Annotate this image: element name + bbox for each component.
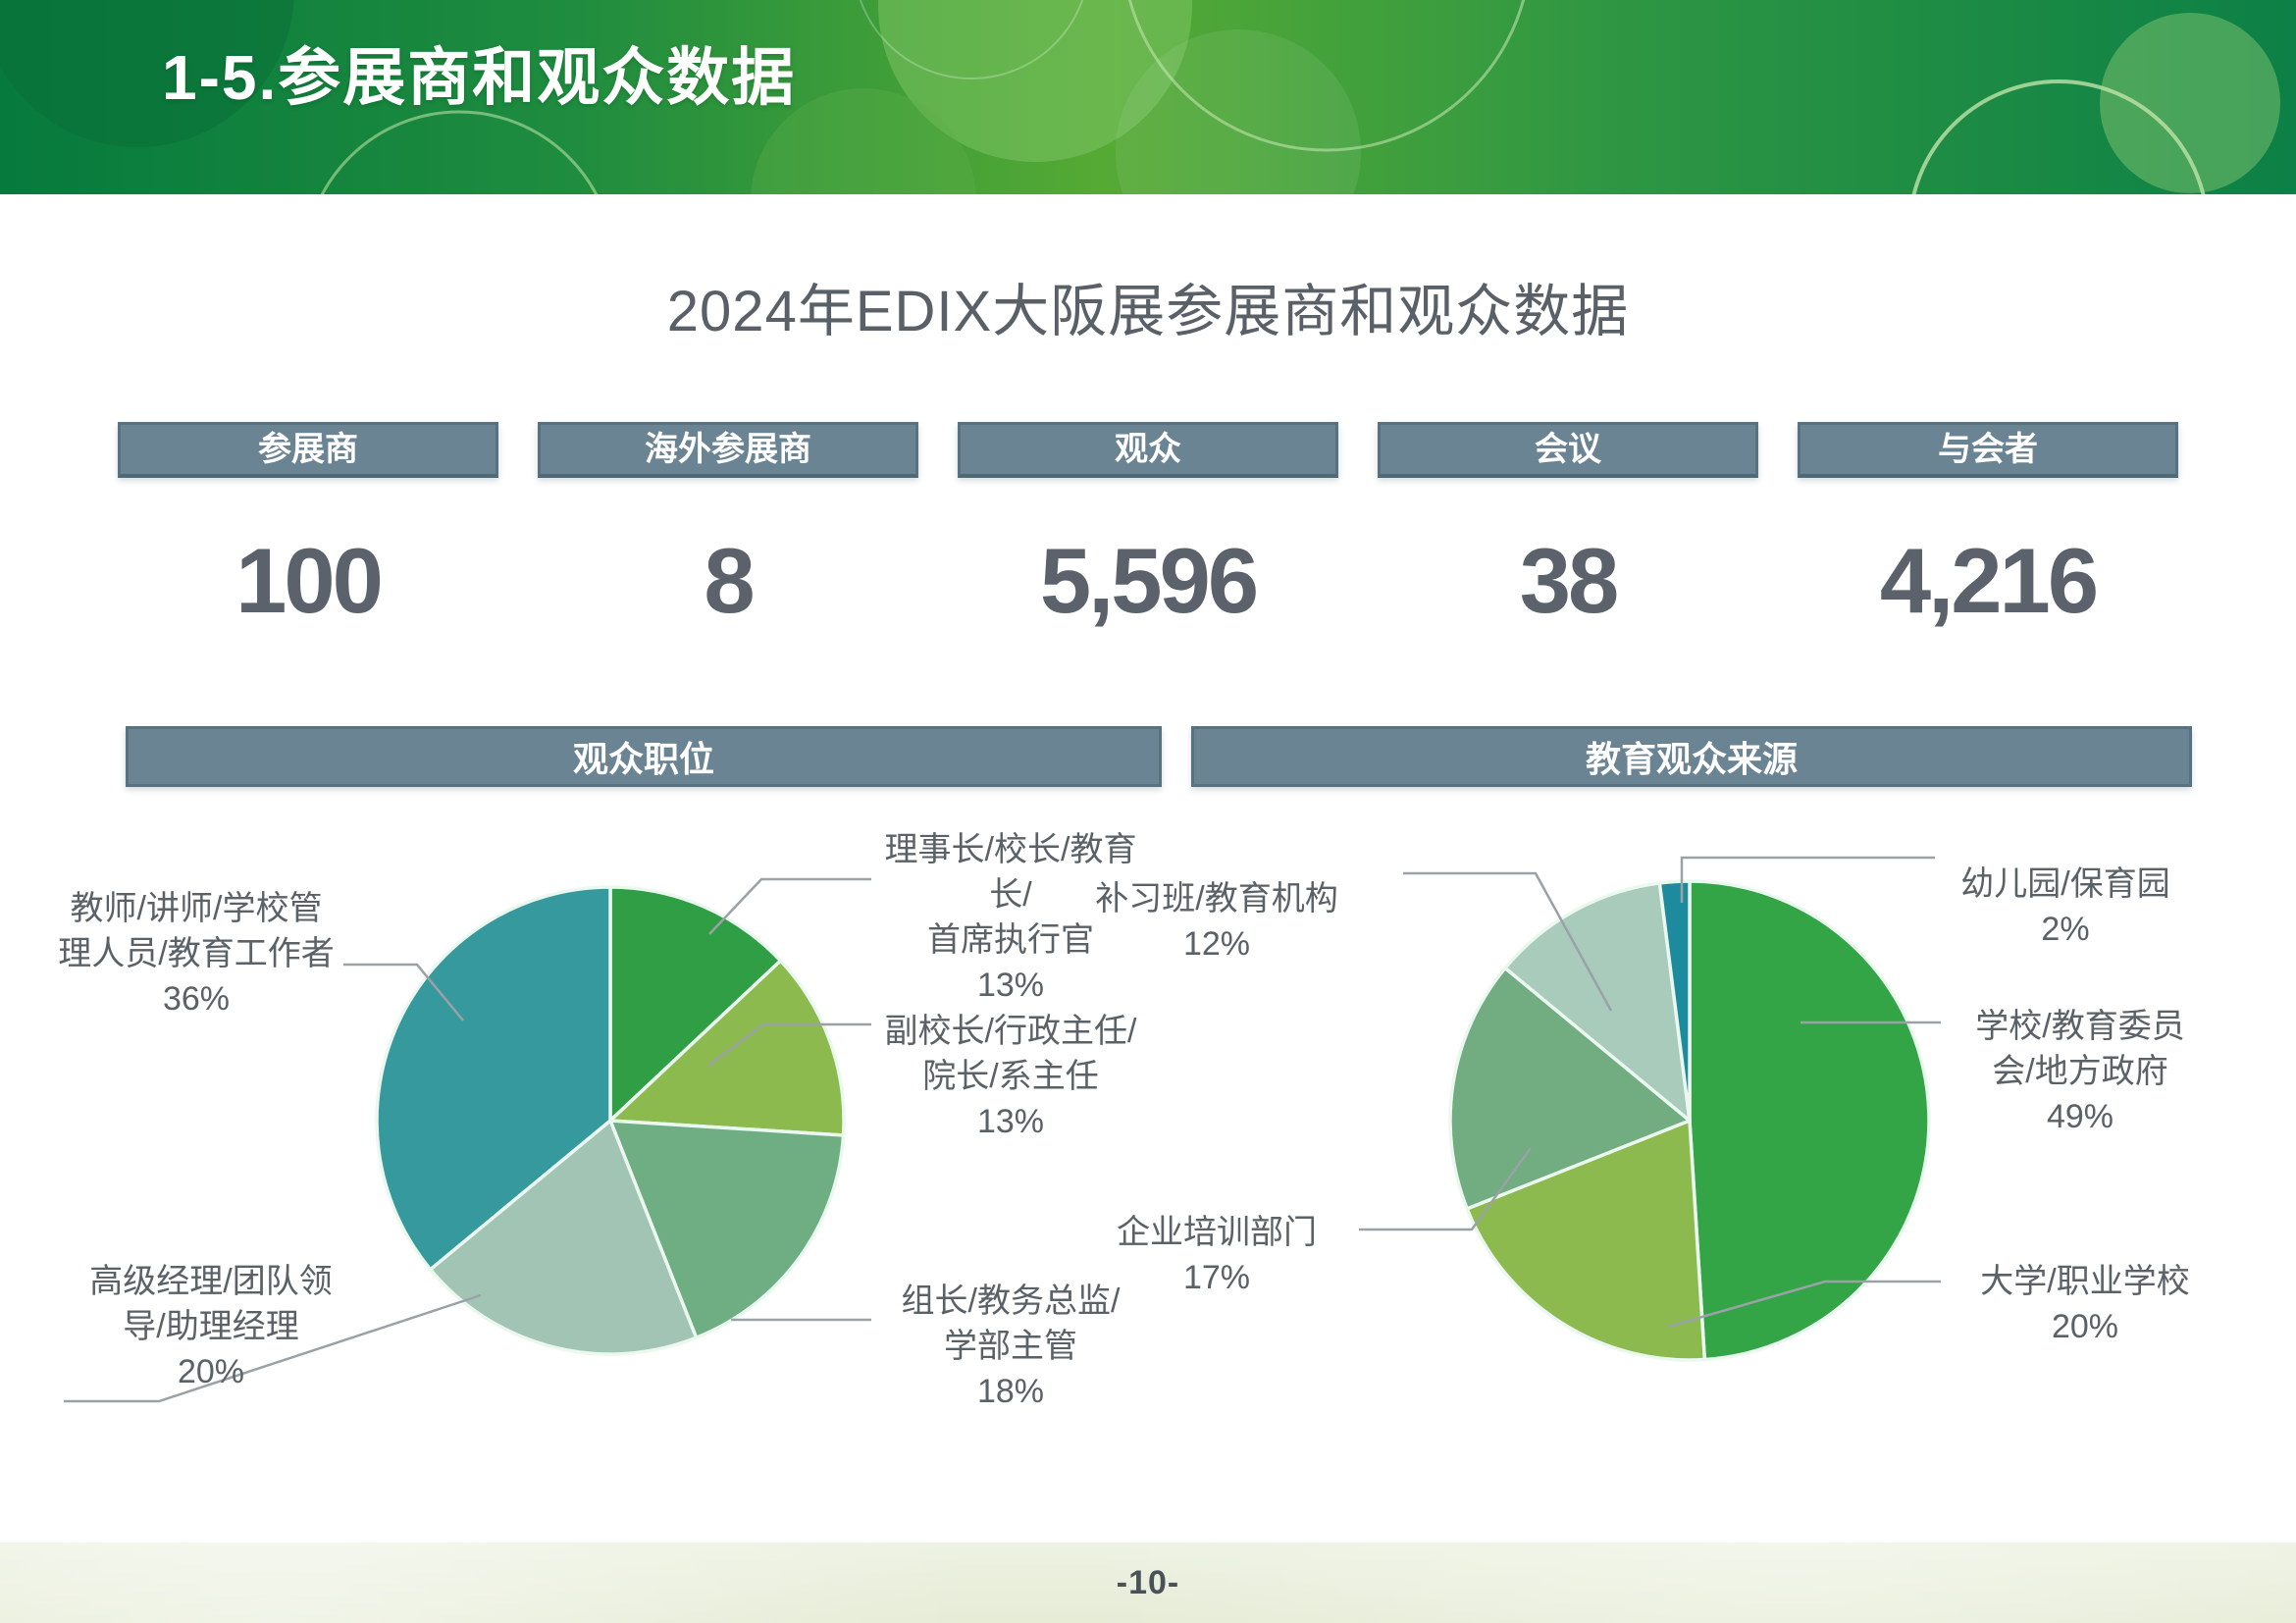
pie-slice xyxy=(608,885,783,1123)
stat-label-exhibitors: 参展商 xyxy=(118,422,498,478)
pie-slice xyxy=(1503,881,1692,1123)
leader-line xyxy=(1680,856,1935,903)
pie-slice xyxy=(1657,879,1692,1123)
pie-label-university-vocational: 大学/职业学校 20% xyxy=(1980,1263,2190,1345)
slide-header: 1-5.参展商和观众数据 xyxy=(0,0,2296,194)
header-decoration xyxy=(0,0,2280,194)
leader-line xyxy=(343,963,464,1021)
stat-visitors: 观众 5,596 xyxy=(958,422,1338,627)
slide-header-title: 1-5.参展商和观众数据 xyxy=(162,42,797,113)
pie-slice xyxy=(1465,1119,1707,1362)
bokeh-circle-icon xyxy=(878,0,1192,162)
page-number: -10- xyxy=(1116,1564,1180,1601)
stat-value-visitors: 5,596 xyxy=(1039,529,1259,632)
ring-circle-icon xyxy=(1911,79,2206,194)
pie-slice xyxy=(428,1119,699,1356)
pie-label-senior-manager: 高级经理/团队领 导/助理经理 20% xyxy=(89,1263,333,1390)
slide-footer: -10- xyxy=(0,1543,2296,1623)
stat-label-conferences: 会议 xyxy=(1378,422,1758,478)
bokeh-circle-icon xyxy=(751,88,976,194)
stat-attendees: 与会者 4,216 xyxy=(1798,422,2178,627)
pie-slice xyxy=(1448,966,1692,1211)
bokeh-circle-icon xyxy=(1116,29,1361,194)
pie-slice xyxy=(375,885,612,1272)
stat-value-conferences: 38 xyxy=(1519,529,1620,632)
section-bar-visitor-positions: 观众职位 xyxy=(126,726,1162,787)
pie-label-group-leader: 组长/教务总监/ 学部主管 18% xyxy=(901,1283,1121,1410)
pie-slice xyxy=(608,959,846,1137)
stat-label-overseas-exhibitors: 海外参展商 xyxy=(538,422,918,478)
leader-line xyxy=(707,1022,871,1067)
bokeh-circle-icon xyxy=(2100,13,2280,193)
leader-line xyxy=(1359,1147,1533,1231)
pie-label-chairman-principal: 理事长/校长/教育长/ 首席执行官 13% xyxy=(884,831,1137,1004)
stat-value-attendees: 4,216 xyxy=(1879,529,2099,632)
stat-value-overseas-exhibitors: 8 xyxy=(704,529,755,632)
pie-slice xyxy=(1688,879,1931,1362)
leader-line xyxy=(1667,1280,1941,1329)
stat-label-visitors: 观众 xyxy=(958,422,1338,478)
pie-label-teacher-lecturer: 教师/讲师/学校管 理人员/教育工作者 36% xyxy=(58,890,335,1018)
leader-line xyxy=(708,877,871,935)
stat-label-attendees: 与会者 xyxy=(1798,422,2178,478)
section-bar-education-visitor-sources: 教育观众来源 xyxy=(1191,726,2192,787)
ring-circle-icon xyxy=(859,0,1084,79)
stat-exhibitors: 参展商 100 xyxy=(118,422,498,627)
pie-label-vice-principal: 副校长/行政主任/ 院长/系主任 13% xyxy=(884,1013,1137,1140)
stat-overseas-exhibitors: 海外参展商 8 xyxy=(538,422,918,627)
stat-value-exhibitors: 100 xyxy=(235,529,384,632)
pie-slice xyxy=(608,1119,846,1340)
main-title: 2024年EDIX大阪展参展商和观众数据 xyxy=(666,280,1630,343)
pie-label-cram-school: 补习班/教育机构 12% xyxy=(1095,880,1338,963)
stats-row: 参展商 100 海外参展商 8 观众 5,596 会议 38 与会者 4,216 xyxy=(118,422,2178,627)
bokeh-circle-icon xyxy=(0,0,294,147)
visitor-positions-pie-chart xyxy=(375,885,846,1356)
ring-circle-icon xyxy=(320,110,599,194)
pie-label-kindergarten: 幼儿园/保育园 2% xyxy=(1960,865,2170,948)
pie-label-school-board-government: 学校/教育委员 会/地方政府 49% xyxy=(1975,1008,2185,1135)
ring-circle-icon xyxy=(1127,0,1526,152)
leader-line xyxy=(1403,871,1613,1012)
pie-label-corporate-training: 企业培训部门 17% xyxy=(1117,1214,1317,1296)
stat-conferences: 会议 38 xyxy=(1378,422,1758,627)
education-visitor-sources-pie-chart xyxy=(1448,879,1931,1362)
